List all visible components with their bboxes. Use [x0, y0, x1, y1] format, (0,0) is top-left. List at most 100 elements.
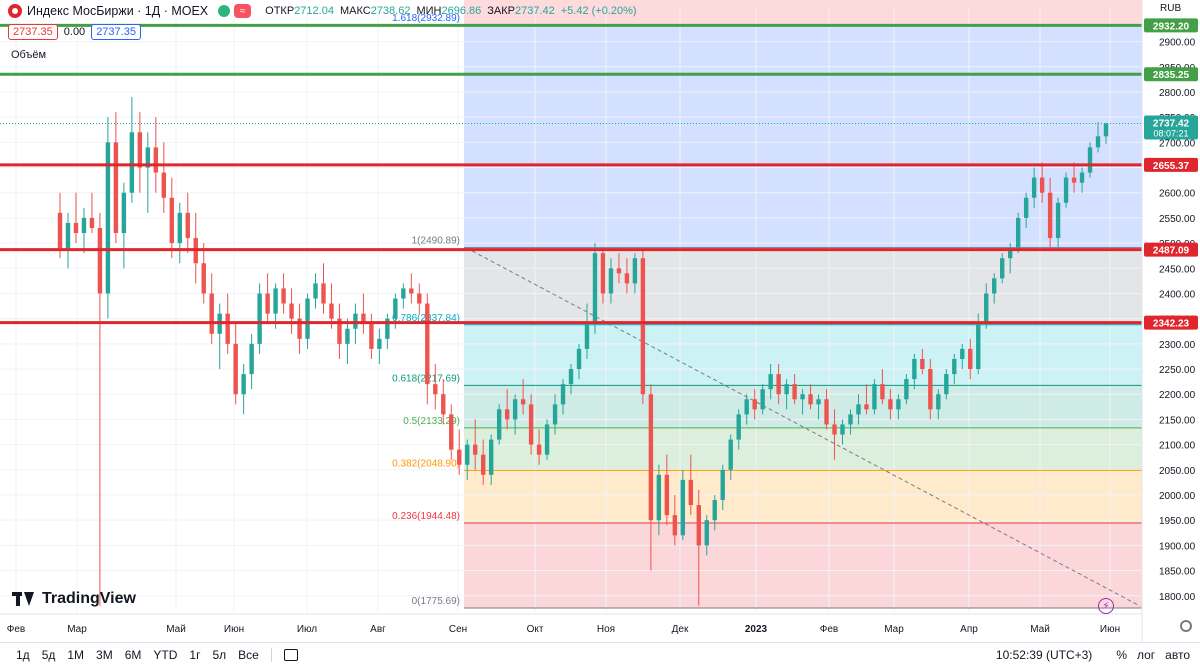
candle-body: [393, 298, 398, 319]
timeframe-1d[interactable]: 1д: [16, 648, 30, 662]
x-tick-label: Май: [166, 624, 186, 635]
candle-body: [361, 313, 366, 324]
fib-zone: [464, 25, 1142, 248]
candle-body: [504, 409, 510, 420]
fib-zone: [464, 247, 1142, 325]
candle-body: [169, 197, 174, 244]
y-tick-label: 2450.00: [1159, 264, 1196, 275]
candle-body: [744, 399, 749, 415]
timeframe-1y[interactable]: 1г: [189, 648, 201, 662]
sell-button[interactable]: 2737.35: [8, 24, 58, 40]
level-price-tag: [1144, 242, 1198, 257]
level-price-tag: [1144, 18, 1198, 33]
candle-body: [209, 293, 214, 334]
candle-body: [952, 358, 957, 375]
candle-body: [760, 389, 765, 410]
calendar-range-icon[interactable]: [283, 649, 298, 661]
fib-label: 1.618(2932.89): [392, 13, 460, 24]
candle-body: [97, 227, 103, 294]
candle-body: [121, 192, 127, 234]
x-tick-label: 2023: [745, 624, 768, 635]
candle-body: [433, 384, 438, 395]
last-price-tag: [1144, 115, 1198, 140]
low-value: 2696.86: [441, 5, 482, 17]
candle-body: [560, 384, 566, 405]
candle-body: [377, 338, 382, 349]
candle-body: [864, 404, 869, 410]
chart-header: Индекс МосБиржи · 1Д · MOEX ≈ ОТКР 2712.…: [0, 0, 643, 22]
timeframe-6m[interactable]: 6М: [124, 648, 142, 662]
horizontal-levels: [0, 23, 1142, 325]
x-tick-label: Ноя: [597, 624, 615, 635]
timeframe-all[interactable]: Все: [238, 648, 259, 662]
y-tick-label: 2600.00: [1159, 189, 1196, 200]
timeframe-5d[interactable]: 5д: [41, 648, 56, 662]
tradingview-logo[interactable]: TradingView: [12, 590, 136, 608]
y-tick-label: 2200.00: [1159, 390, 1196, 401]
level-price-tag: [1144, 67, 1198, 82]
candle-body: [872, 384, 877, 410]
candle-body: [345, 328, 350, 344]
level-price-tag: [1144, 157, 1198, 172]
eye-icon[interactable]: ≈: [234, 4, 252, 18]
candle-body: [289, 303, 294, 319]
candle-body: [536, 444, 542, 455]
auto-toggle[interactable]: авто: [1165, 648, 1190, 662]
candle-body: [473, 444, 478, 455]
candle-body: [568, 369, 574, 385]
candle-body: [496, 409, 502, 440]
symbol-title[interactable]: Индекс МосБиржи · 1Д · MOEX: [27, 4, 209, 18]
buy-button[interactable]: 2737.35: [91, 24, 141, 40]
candle-body: [736, 414, 741, 440]
candle-body: [1000, 258, 1005, 279]
candle-body: [145, 147, 151, 168]
x-tick-label: Мар: [67, 624, 87, 635]
tradingview-logo-icon: [12, 592, 36, 606]
y-tick-label: 1950.00: [1159, 516, 1196, 527]
candle-body: [401, 288, 406, 299]
currency-label[interactable]: RUB: [1160, 3, 1182, 14]
price-chart[interactable]: 1.618(2932.89)1(2490.89)0.786(2337.84)0.…: [0, 0, 1200, 642]
timeframe-3m[interactable]: 3М: [96, 648, 113, 662]
x-tick-label: Июн: [224, 624, 244, 635]
last-price-label: 2737.42: [1153, 118, 1190, 129]
candle-body: [976, 323, 981, 370]
candle-body: [696, 505, 701, 546]
candle-body: [337, 318, 342, 344]
x-tick-label: Мар: [884, 624, 904, 635]
candle-body: [225, 313, 230, 344]
x-tick-label: Фев: [820, 624, 838, 635]
open-value: 2712.04: [294, 5, 334, 17]
high-label: МАКС: [339, 5, 371, 17]
candle-body: [832, 424, 837, 435]
lightning-icon[interactable]: ⚡: [1098, 598, 1114, 614]
fib-trend-line: [465, 247, 1141, 607]
candle-body: [896, 399, 901, 410]
candle-body: [912, 358, 917, 380]
candle-body: [65, 222, 71, 249]
fib-label: 0.382(2048.90): [392, 458, 460, 469]
candle-body: [552, 404, 558, 425]
candle-body: [201, 263, 206, 294]
y-tick-label: 2700.00: [1159, 138, 1196, 149]
y-tick-label: 2800.00: [1159, 88, 1196, 99]
candle-body: [848, 414, 853, 425]
candle-body: [281, 288, 286, 304]
timeframe-ytd[interactable]: YTD: [153, 648, 178, 662]
x-tick-label: Фев: [7, 624, 25, 635]
gear-icon[interactable]: [1180, 620, 1192, 632]
timeframe-5y[interactable]: 5л: [212, 648, 227, 662]
volume-label[interactable]: Объём: [11, 49, 47, 61]
fib-zone: [464, 427, 1142, 471]
clock[interactable]: 10:52:39 (UTC+3): [995, 648, 1093, 662]
candle-body: [1063, 177, 1069, 203]
timeframe-1m[interactable]: 1М: [67, 648, 85, 662]
candle-body: [1079, 172, 1085, 183]
log-toggle[interactable]: лог: [1136, 648, 1156, 662]
percent-toggle[interactable]: %: [1116, 648, 1127, 662]
fib-label: 0.5(2133.29): [403, 416, 460, 427]
candle-body: [241, 374, 246, 395]
candle-body: [688, 479, 693, 506]
y-tick-label: 2400.00: [1159, 289, 1196, 300]
close-value: 2737.42: [514, 5, 555, 17]
